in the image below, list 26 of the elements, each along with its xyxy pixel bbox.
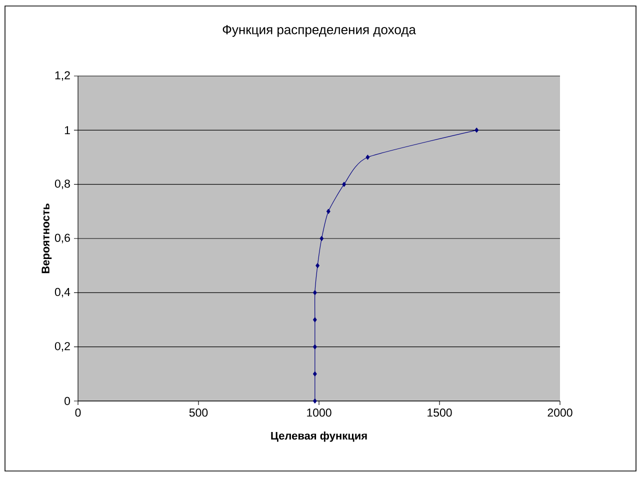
point [320,236,324,241]
y-tick-label: 0,8 [54,180,70,190]
point [312,317,317,322]
y-tick-label: 0,4 [54,288,70,298]
x-tick-label: 0 [75,408,81,417]
y-tick-label: 0 [64,396,70,406]
chart-title: Функция распределения дохода [222,25,416,37]
y-tick-label: 0,6 [54,234,70,244]
x-tick-label: 1000 [307,408,332,417]
point [366,154,370,160]
point [312,398,317,404]
point [312,371,317,376]
point [312,344,317,350]
x-axis-title: Целевая функция [271,432,367,442]
point [474,128,479,133]
x-tick-label: 2000 [548,408,572,417]
x-tick-label: 500 [189,408,208,417]
y-tick-label: 1,2 [55,71,70,81]
y-tick-label: 0,2 [54,342,70,352]
point [316,263,320,268]
point [312,290,317,296]
point [342,182,346,187]
y-tick-label: 1 [64,126,70,134]
y-axis-title: Вероятность [42,204,52,274]
point [326,208,330,214]
x-tick-label: 1500 [428,408,452,417]
